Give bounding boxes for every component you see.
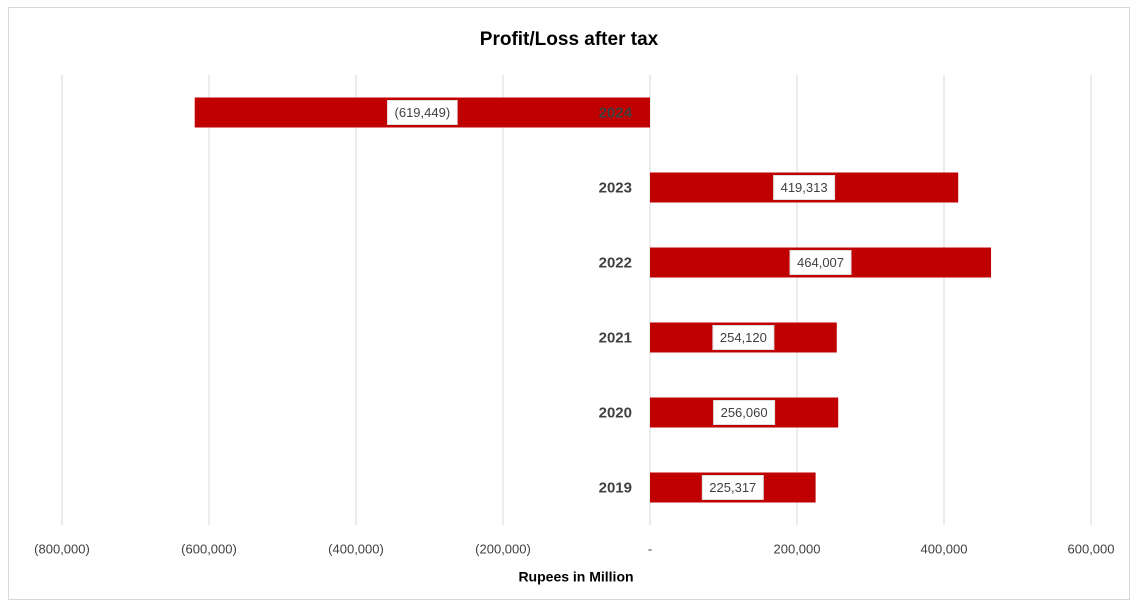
y-tick-label: 2022 (599, 254, 632, 271)
data-label: 225,317 (709, 480, 756, 495)
data-label-box (773, 175, 836, 200)
data-label: 256,060 (721, 405, 768, 420)
x-tick-label: (600,000) (181, 541, 237, 556)
y-tick-label: 2024 (599, 104, 633, 121)
y-tick-label: 2023 (599, 179, 632, 196)
data-label-box (701, 475, 764, 500)
y-tick-label: 2020 (599, 404, 632, 421)
x-tick-label: 400,000 (921, 541, 968, 556)
y-tick-label: 2019 (599, 479, 632, 496)
x-axis-label: Rupees in Million (518, 569, 633, 585)
x-tick-label: 200,000 (774, 541, 821, 556)
chart-title: Profit/Loss after tax (480, 29, 659, 50)
x-tick-label: (200,000) (475, 541, 531, 556)
x-tick-label: (800,000) (34, 541, 90, 556)
data-label: (619,449) (395, 105, 451, 120)
data-label: 464,007 (797, 255, 844, 270)
data-label-box (713, 400, 776, 425)
data-label-box (712, 325, 775, 350)
data-label-box (789, 250, 852, 275)
x-tick-label: 600,000 (1068, 541, 1115, 556)
data-label-box (387, 100, 458, 125)
y-tick-label: 2021 (599, 329, 632, 346)
x-tick-label: - (648, 541, 652, 556)
data-label: 254,120 (720, 330, 767, 345)
chart-border (8, 7, 1130, 600)
x-tick-label: (400,000) (328, 541, 384, 556)
data-label: 419,313 (781, 180, 828, 195)
